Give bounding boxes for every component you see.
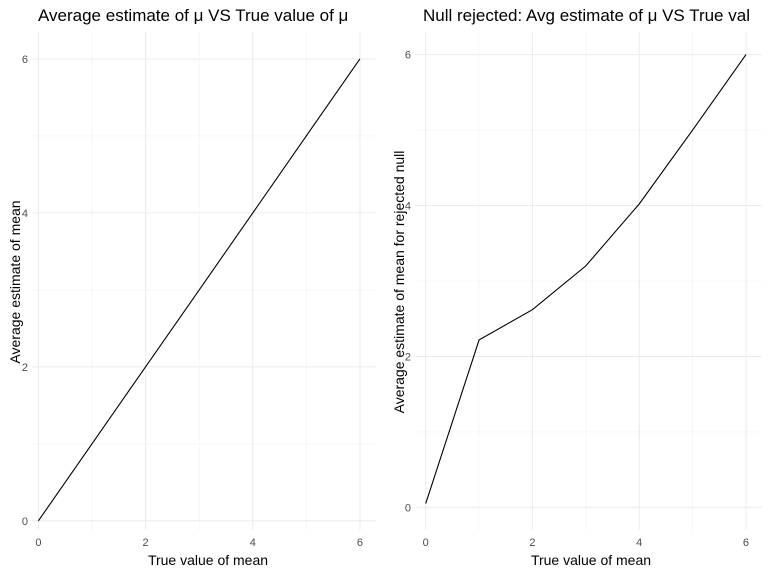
- y-tick-label: 6: [22, 54, 28, 66]
- y-tick-label: 0: [405, 502, 411, 514]
- chart-panel-rejected-null: Null rejected: Avg estimate of μ VS True…: [391, 6, 762, 568]
- x-tick-label: 2: [529, 537, 535, 549]
- y-tick-label: 4: [405, 201, 411, 213]
- x-tick-label: 0: [35, 537, 41, 549]
- x-tick-label: 2: [143, 537, 149, 549]
- y-tick-label: 0: [22, 516, 28, 528]
- y-axis-label: Average estimate of mean for rejected nu…: [391, 151, 407, 414]
- x-tick-label: 4: [636, 537, 642, 549]
- chart-panel-mean-estimate: Average estimate of μ VS True value of μ…: [7, 6, 376, 568]
- x-tick-label: 6: [357, 537, 363, 549]
- x-axis-label: True value of mean: [148, 552, 268, 568]
- series-layer: [425, 54, 747, 504]
- chart-title: Null rejected: Avg estimate of μ VS True…: [423, 6, 750, 25]
- series-line: [37, 58, 361, 522]
- y-tick-label: 2: [22, 362, 28, 374]
- x-tick-label: 6: [743, 537, 749, 549]
- tick-labels: 0 2 4 6 0 2 4 6: [405, 50, 749, 549]
- y-tick-label: 4: [22, 208, 28, 220]
- chart-title: Average estimate of μ VS True value of μ: [38, 6, 348, 25]
- panel-grid: [32, 32, 376, 530]
- series-line: [425, 54, 747, 504]
- y-tick-label: 2: [405, 351, 411, 363]
- y-tick-label: 6: [405, 50, 411, 62]
- x-tick-label: 4: [250, 537, 256, 549]
- series-layer: [37, 58, 361, 522]
- tick-labels: 0 2 4 6 0 2 4 6: [22, 54, 363, 549]
- x-axis-label: True value of mean: [531, 552, 651, 568]
- x-tick-label: 0: [423, 537, 429, 549]
- y-axis-label: Average estimate of mean: [7, 200, 23, 363]
- panel-grid: [415, 32, 762, 530]
